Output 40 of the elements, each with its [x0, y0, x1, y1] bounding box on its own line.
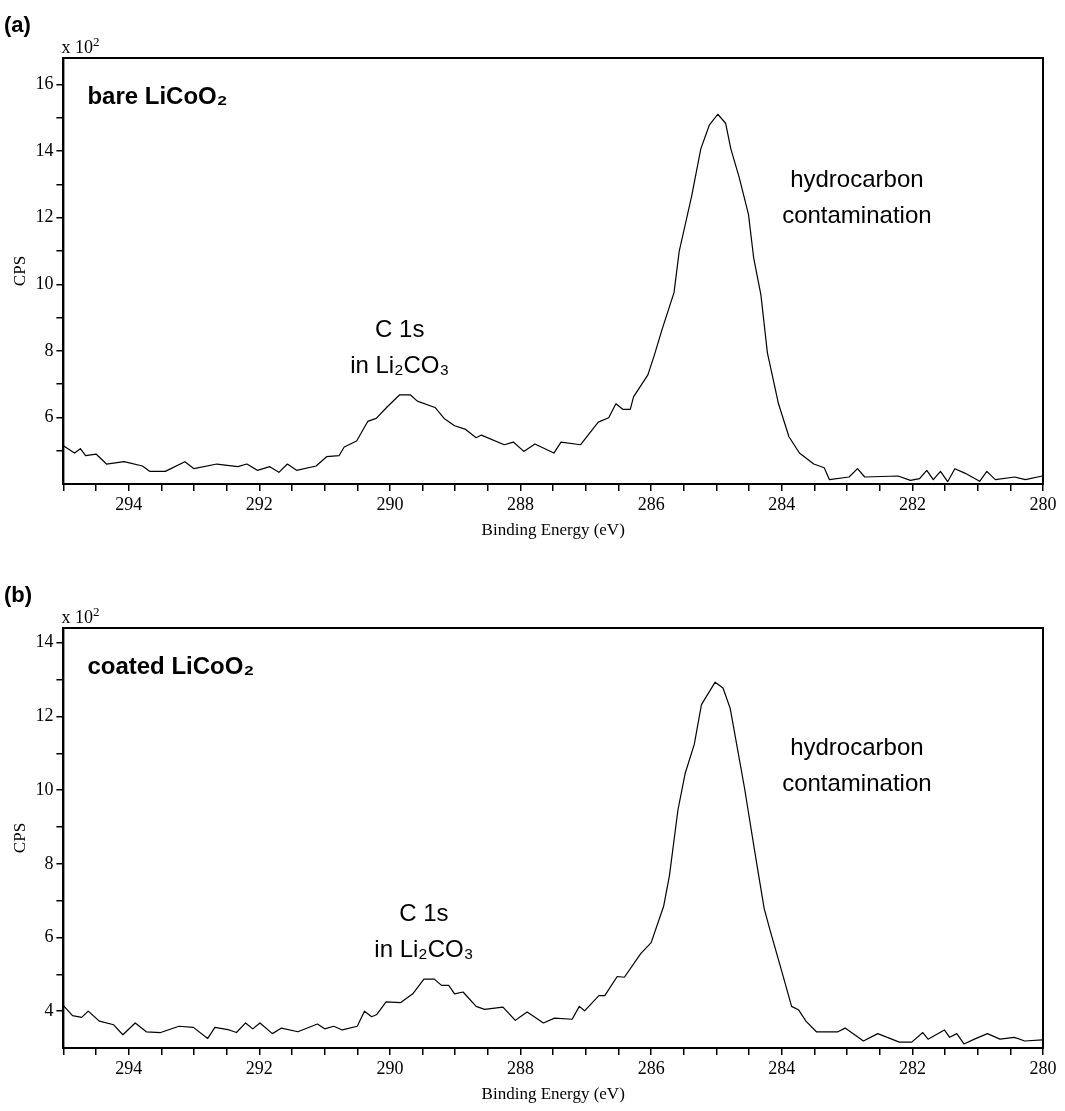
- annotation: hydrocarbon contamination: [782, 165, 932, 229]
- chart-title: (a): [4, 12, 31, 37]
- y-tick-label: 16: [35, 73, 54, 94]
- y-tick-label: 4: [44, 999, 54, 1020]
- annotation: C 1s in Li₂CO₃: [374, 899, 474, 963]
- x-tick-label: 288: [507, 493, 535, 514]
- x-tick-label: 284: [768, 1057, 796, 1078]
- x-tick-label: 284: [768, 493, 796, 514]
- y-tick-label: 6: [44, 926, 54, 947]
- y-tick-label: 12: [35, 705, 54, 726]
- y-tick-label: 10: [35, 273, 54, 294]
- x-axis-title: Binding Energy (eV): [481, 1084, 625, 1104]
- x-tick-label: 290: [376, 493, 404, 514]
- x-tick-label: 292: [245, 493, 273, 514]
- x-tick-label: 280: [1029, 493, 1057, 514]
- annotation: hydrocarbon contamination: [782, 733, 932, 797]
- y-tick-label: 6: [44, 406, 54, 427]
- y-tick-label: 12: [35, 206, 54, 227]
- y-tick-label: 8: [44, 852, 54, 873]
- y-tick-label: 14: [35, 631, 54, 652]
- y-axis-title: CPS: [9, 822, 29, 854]
- chart-title: (b): [4, 582, 33, 607]
- y-tick-label: 10: [35, 778, 54, 799]
- x-tick-label: 292: [245, 1057, 273, 1078]
- y-tick-label: 14: [35, 139, 54, 160]
- x-tick-label: 280: [1029, 1057, 1057, 1078]
- x-tick-label: 294: [115, 1057, 143, 1078]
- x-tick-label: 288: [507, 1057, 535, 1078]
- y-axis-title: CPS: [9, 255, 29, 287]
- x-tick-label: 282: [898, 1057, 926, 1078]
- x-tick-label: 286: [637, 493, 665, 514]
- annotation: C 1s in Li₂CO₃: [350, 314, 450, 378]
- text: bare LiCoO₂: [87, 82, 228, 109]
- y-tick-label: 8: [44, 339, 54, 360]
- x-tick-label: 294: [115, 493, 143, 514]
- x-tick-label: 290: [376, 1057, 404, 1078]
- text: coated LiCoO₂: [87, 652, 255, 679]
- x-tick-label: 286: [637, 1057, 665, 1078]
- x-tick-label: 282: [898, 493, 926, 514]
- x-axis-title: Binding Energy (eV): [481, 520, 625, 540]
